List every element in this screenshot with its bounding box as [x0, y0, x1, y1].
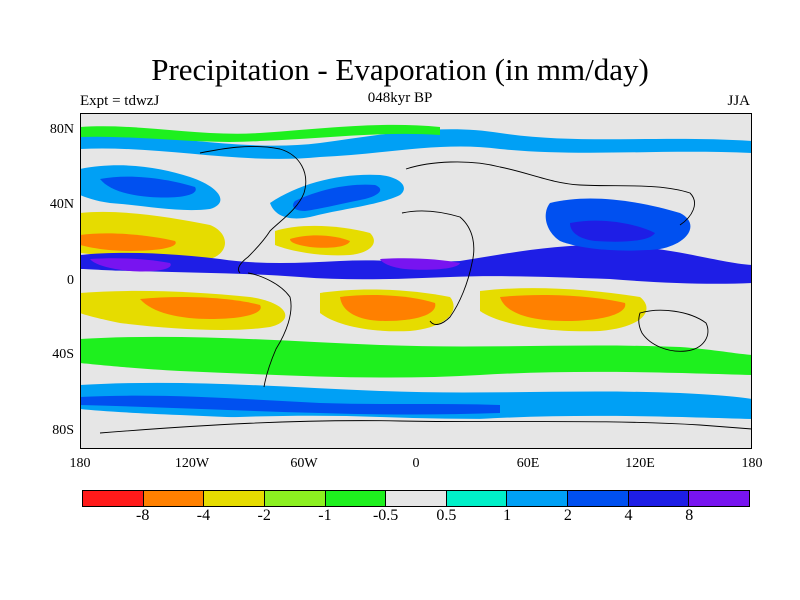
x-tick-label: 60W	[290, 456, 318, 471]
colorbar-label: 1	[503, 507, 512, 524]
y-tick-label: 40S	[52, 347, 74, 362]
precip-band	[293, 184, 381, 211]
colorbar-swatch	[628, 491, 690, 506]
colorbar-label: 8	[685, 507, 694, 524]
precip-band	[570, 220, 655, 242]
colorbar-label: -1	[318, 507, 332, 524]
coastlines	[99, 146, 752, 434]
x-tick-label: 180	[741, 456, 763, 471]
colorbar-swatch	[204, 491, 265, 506]
colorbar-label: 4	[624, 507, 633, 524]
colorbar-label: -8	[136, 507, 150, 524]
precip-band	[385, 215, 524, 256]
precip-band	[500, 295, 626, 321]
colorbar-swatch	[325, 491, 387, 506]
y-tick-label: 0	[67, 273, 74, 288]
colorbar-swatch	[507, 491, 569, 506]
precip-band	[80, 415, 752, 449]
precip-band	[80, 395, 500, 415]
x-tick-label: 180	[69, 456, 91, 471]
chart-subtitle: 048kyr BP	[367, 90, 433, 106]
precip-band	[90, 258, 171, 272]
precip-band	[290, 235, 350, 248]
colorbar-label: -0.5	[372, 507, 399, 524]
precip-band	[340, 295, 436, 321]
colorbar-swatch	[568, 491, 629, 506]
precip-band	[80, 124, 440, 142]
y-tick-label: 80S	[52, 423, 74, 438]
precip-band	[80, 233, 176, 251]
map-field	[80, 113, 752, 449]
colorbar-label: -2	[257, 507, 271, 524]
colorbar	[82, 490, 750, 507]
colorbar-swatch	[386, 491, 447, 506]
precip-band	[140, 297, 261, 319]
colorbar-swatch	[446, 491, 508, 506]
map-frame	[80, 113, 752, 449]
precip-band	[80, 382, 752, 422]
x-tick-label: 120W	[174, 456, 210, 471]
x-tick-label: 120E	[625, 456, 655, 471]
x-tick-label: 0	[412, 456, 420, 471]
colorbar-label: 2	[563, 507, 572, 524]
colorbar-swatch	[689, 491, 750, 506]
colorbar-label: 0.5	[436, 507, 457, 524]
experiment-label: Expt = tdwzJ	[80, 93, 160, 109]
chart-title: Precipitation - Evaporation (in mm/day)	[151, 52, 649, 87]
y-tick-label: 40N	[49, 197, 74, 212]
x-tick-label: 60E	[516, 456, 540, 471]
season-label: JJA	[727, 93, 750, 109]
colorbar-swatch	[143, 491, 205, 506]
precip-band	[380, 258, 460, 270]
colorbar-swatch	[264, 491, 326, 506]
colorbar-swatch	[83, 491, 144, 506]
y-tick-label: 80N	[49, 122, 74, 137]
precip-band	[80, 129, 752, 159]
colorbar-label: -4	[196, 507, 211, 524]
precip-band	[80, 336, 752, 378]
precip-band	[100, 176, 196, 198]
